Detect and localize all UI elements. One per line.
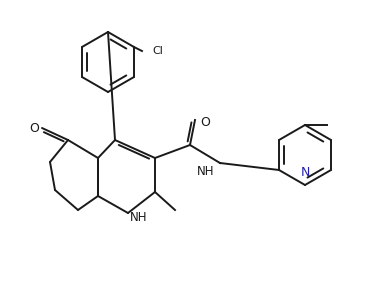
Text: NH: NH (196, 165, 214, 178)
Text: NH: NH (130, 211, 147, 224)
Text: N: N (300, 166, 310, 179)
Text: Cl: Cl (152, 46, 163, 56)
Text: O: O (29, 122, 39, 134)
Text: O: O (200, 116, 210, 129)
